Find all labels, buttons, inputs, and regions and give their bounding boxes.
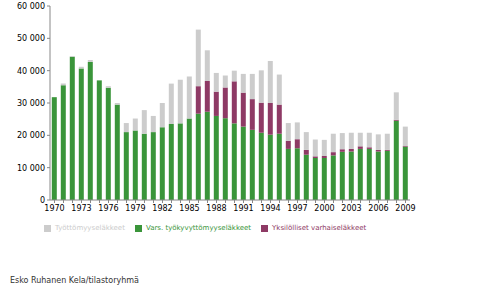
svg-text:1991: 1991 [233, 204, 253, 213]
svg-text:30 000: 30 000 [17, 99, 45, 108]
svg-text:1985: 1985 [179, 204, 199, 213]
svg-text:1988: 1988 [206, 204, 226, 213]
svg-text:2003: 2003 [341, 204, 361, 213]
svg-text:1994: 1994 [260, 204, 280, 213]
svg-text:10 000: 10 000 [17, 164, 45, 173]
svg-text:1976: 1976 [98, 204, 118, 213]
html-text:Vars. työkyvyttömyyseläkkeet: Vars. työkyvyttömyyseläkkeet [145, 224, 252, 232]
html-text:Työttömyyseläkkeet: Työttömyyseläkkeet [55, 224, 125, 232]
svg-text:20 000: 20 000 [17, 131, 45, 140]
svg-text:60 000: 60 000 [17, 2, 45, 11]
svg-text:1973: 1973 [71, 204, 91, 213]
svg-text:40 000: 40 000 [17, 67, 45, 76]
html-text:Yksilölliset varhaiseläkkeet: Yksilölliset varhaiseläkkeet [272, 224, 367, 232]
html-text:Esko Ruhanen Kela/tilastoryhmä: Esko Ruhanen Kela/tilastoryhmä [10, 276, 139, 285]
svg-text:50 000: 50 000 [17, 34, 45, 43]
svg-text:2006: 2006 [368, 204, 388, 213]
svg-text:2009: 2009 [395, 204, 415, 213]
svg-text:1982: 1982 [152, 204, 172, 213]
svg-text:1997: 1997 [287, 204, 307, 213]
svg-text:0: 0 [40, 196, 45, 205]
svg-text:2000: 2000 [314, 204, 334, 213]
svg-text:1970: 1970 [44, 204, 64, 213]
svg-text:1979: 1979 [125, 204, 145, 213]
